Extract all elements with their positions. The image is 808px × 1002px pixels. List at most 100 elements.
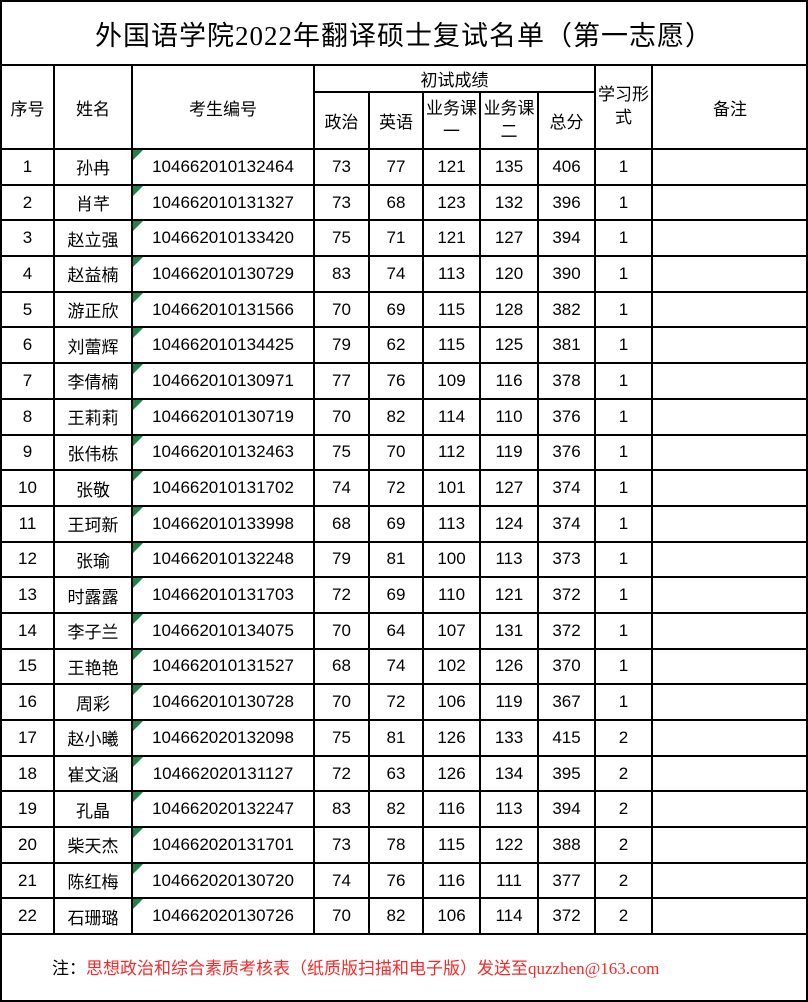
cell-name: 赵益楠 — [53, 255, 133, 293]
cell-candidate-id: 104662010130971 — [131, 362, 315, 400]
table-row: 15 王艳艳 104662010131527 68 74 102 126 370… — [2, 647, 807, 686]
cell-politics: 83 — [313, 255, 370, 293]
cell-study-form: 1 — [594, 611, 653, 650]
cell-politics: 70 — [313, 611, 370, 650]
cell-english: 69 — [368, 290, 424, 329]
cell-remark — [651, 433, 807, 472]
cell-study-form: 1 — [594, 540, 653, 579]
cell-politics: 74 — [313, 469, 370, 507]
cell-candidate-id-value: 104662010132248 — [152, 549, 294, 569]
cell-candidate-id-value: 104662010130971 — [152, 370, 294, 390]
text-number-flag-icon — [134, 293, 143, 303]
footer-note-text: 思想政治和综合素质考核表（纸质版扫描和电子版）发送至quzzhen@163.co… — [86, 959, 660, 979]
table-row: 19 孔晶 104662020132247 83 82 116 113 394 … — [2, 790, 807, 829]
cell-course1: 110 — [422, 576, 481, 614]
cell-english: 82 — [368, 397, 424, 436]
table-row: 13 时露露 104662010131703 72 69 110 121 372… — [2, 576, 807, 614]
cell-study-form: 1 — [594, 397, 653, 436]
cell-politics: 70 — [313, 897, 370, 936]
col-header-english: 英语 — [368, 91, 424, 150]
cell-candidate-id-value: 104662010133420 — [152, 228, 294, 248]
cell-name: 陈红梅 — [53, 861, 133, 900]
cell-candidate-id: 104662010134425 — [131, 326, 315, 365]
cell-course1: 101 — [422, 469, 481, 507]
cell-name: 张敬 — [53, 469, 133, 507]
cell-remark — [651, 790, 807, 829]
cell-course2: 126 — [479, 647, 539, 686]
cell-course1: 109 — [422, 362, 481, 400]
cell-course2: 135 — [479, 148, 539, 186]
cell-remark — [651, 255, 807, 293]
cell-total: 376 — [537, 397, 596, 436]
cell-remark — [651, 540, 807, 579]
cell-english: 69 — [368, 576, 424, 614]
table-row: 9 张伟栋 104662010132463 75 70 112 119 376 … — [2, 433, 807, 472]
cell-politics: 73 — [313, 826, 370, 864]
cell-name: 肖芊 — [53, 183, 133, 222]
cell-name: 孙冉 — [53, 148, 133, 186]
text-number-flag-icon — [134, 222, 143, 232]
cell-course2: 124 — [479, 504, 539, 543]
cell-study-form: 2 — [594, 826, 653, 864]
cell-course2: 113 — [479, 540, 539, 579]
cell-remark — [651, 504, 807, 543]
cell-remark — [651, 611, 807, 650]
cell-study-form: 1 — [594, 504, 653, 543]
cell-total: 382 — [537, 290, 596, 329]
text-number-flag-icon — [134, 757, 143, 767]
cell-remark — [651, 148, 807, 186]
cell-study-form: 2 — [594, 754, 653, 793]
cell-no: 8 — [2, 397, 55, 436]
cell-course2: 133 — [479, 719, 539, 757]
cell-no: 4 — [2, 255, 55, 293]
cell-candidate-id-value: 104662010131703 — [152, 585, 294, 605]
cell-course2: 119 — [479, 683, 539, 721]
cell-politics: 72 — [313, 754, 370, 793]
cell-course1: 116 — [422, 790, 481, 829]
cell-course1: 123 — [422, 183, 481, 222]
cell-remark — [651, 826, 807, 864]
table-row: 5 游正欣 104662010131566 70 69 115 128 382 … — [2, 290, 807, 329]
cell-english: 81 — [368, 719, 424, 757]
cell-english: 72 — [368, 469, 424, 507]
cell-remark — [651, 219, 807, 258]
table-row: 21 陈红梅 104662020130720 74 76 116 111 377… — [2, 861, 807, 900]
cell-candidate-id: 104662020132247 — [131, 790, 315, 829]
cell-course1: 126 — [422, 719, 481, 757]
cell-study-form: 1 — [594, 362, 653, 400]
cell-course2: 121 — [479, 576, 539, 614]
cell-english: 74 — [368, 647, 424, 686]
text-number-flag-icon — [134, 793, 143, 803]
cell-course2: 132 — [479, 183, 539, 222]
cell-total: 372 — [537, 576, 596, 614]
cell-total: 388 — [537, 826, 596, 864]
cell-candidate-id: 104662010133998 — [131, 504, 315, 543]
cell-total: 378 — [537, 362, 596, 400]
cell-no: 22 — [2, 897, 55, 936]
cell-remark — [651, 326, 807, 365]
cell-course2: 110 — [479, 397, 539, 436]
cell-study-form: 2 — [594, 861, 653, 900]
cell-candidate-id-value: 104662010130728 — [152, 692, 294, 712]
cell-no: 11 — [2, 504, 55, 543]
cell-name: 王艳艳 — [53, 647, 133, 686]
cell-remark — [651, 647, 807, 686]
cell-no: 17 — [2, 719, 55, 757]
cell-course1: 112 — [422, 433, 481, 472]
cell-english: 62 — [368, 326, 424, 365]
cell-candidate-id-value: 104662010131702 — [152, 478, 294, 498]
cell-study-form: 1 — [594, 469, 653, 507]
cell-course2: 125 — [479, 326, 539, 365]
cell-name: 赵小曦 — [53, 719, 133, 757]
table-row: 17 赵小曦 104662020132098 75 81 126 133 415… — [2, 719, 807, 757]
cell-course2: 120 — [479, 255, 539, 293]
cell-total: 415 — [537, 719, 596, 757]
cell-course1: 107 — [422, 611, 481, 650]
text-number-flag-icon — [134, 329, 143, 339]
cell-study-form: 1 — [594, 290, 653, 329]
cell-total: 374 — [537, 504, 596, 543]
cell-course2: 127 — [479, 469, 539, 507]
cell-name: 孔晶 — [53, 790, 133, 829]
cell-course1: 113 — [422, 255, 481, 293]
cell-total: 376 — [537, 433, 596, 472]
